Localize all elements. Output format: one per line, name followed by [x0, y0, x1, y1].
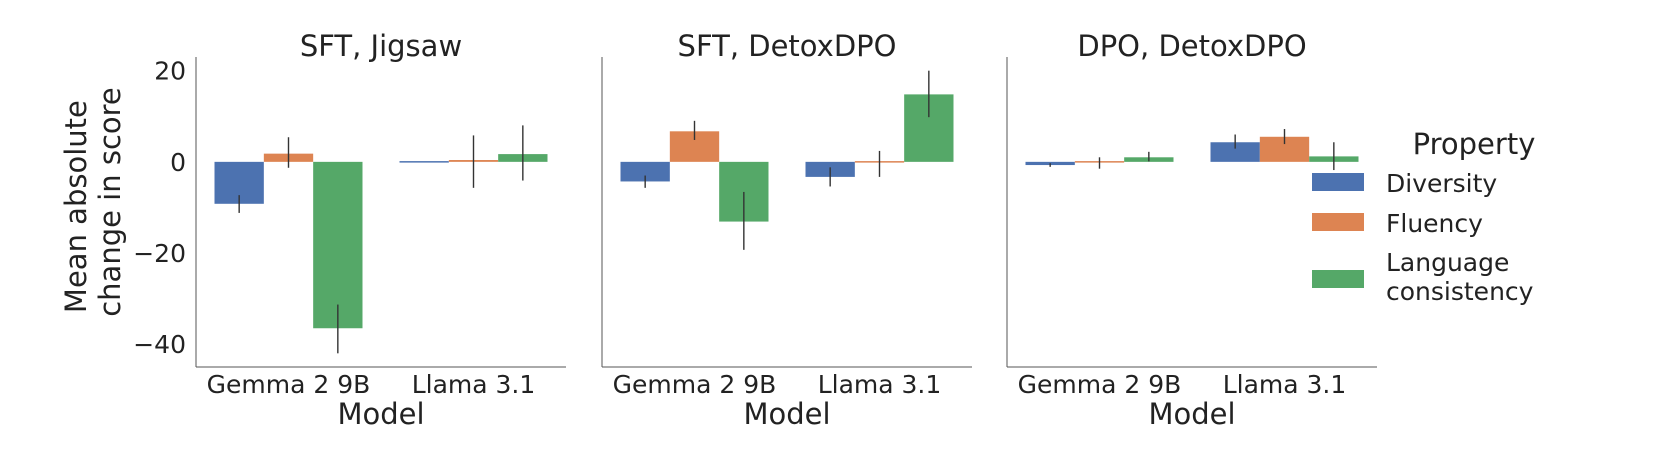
- legend-swatch-fluency: [1312, 213, 1364, 231]
- legend-label-fluency: Fluency: [1386, 209, 1483, 238]
- legend-label-line: Diversity: [1386, 169, 1497, 198]
- x-tick-label: Gemma 2 9B: [207, 370, 371, 399]
- legend-title: Property: [1413, 127, 1536, 161]
- x-tick-label: Llama 3.1: [818, 370, 942, 399]
- y-tick-label: −20: [133, 239, 186, 268]
- legend-label-diversity: Diversity: [1386, 169, 1497, 198]
- legend-label-line: consistency: [1386, 277, 1534, 306]
- y-axis-label-line-2: change in score: [93, 87, 127, 317]
- legend-items: Diversity Fluency Language consistency: [1312, 169, 1534, 306]
- y-tick-label: 20: [154, 57, 186, 86]
- legend: Property Diversity Fluency Language consist…: [1312, 127, 1535, 306]
- legend-swatch-language-consistency: [1312, 270, 1364, 288]
- x-axis-label: Model: [1148, 397, 1235, 431]
- bar-diversity-llama-3-1: [399, 161, 449, 163]
- panel-sft-jigsaw: SFT, Jigsaw 20 0 −20 −40 Gemma 2 9B Llama 3.1M…: [133, 29, 566, 431]
- legend-swatch-diversity: [1312, 173, 1364, 191]
- panel-title: SFT, Jigsaw: [300, 29, 462, 63]
- y-tick-label: 0: [170, 148, 186, 177]
- bar-diversity-llama-3-1: [1210, 142, 1260, 162]
- panel-title: DPO, DetoxDPO: [1077, 29, 1306, 63]
- x-tick-label: Llama 3.1: [412, 370, 536, 399]
- y-axis-label: Mean absolute change in score: [59, 87, 127, 317]
- x-axis-label: Model: [337, 397, 424, 431]
- x-axis-label: Model: [743, 397, 830, 431]
- y-tick-label: −40: [133, 330, 186, 359]
- y-axis-label-line-1: Mean absolute: [59, 100, 93, 313]
- legend-label-language-consistency: Language consistency: [1386, 248, 1534, 306]
- bar-diversity-gemma-2-9b: [620, 161, 670, 182]
- x-tick-label: Gemma 2 9B: [1018, 370, 1182, 399]
- panel-title: SFT, DetoxDPO: [678, 29, 897, 63]
- bar-language-consistency-gemma-2-9b: [313, 161, 363, 329]
- x-tick-label: Llama 3.1: [1223, 370, 1347, 399]
- legend-label-line: Fluency: [1386, 209, 1483, 238]
- legend-label-line: Language: [1386, 248, 1509, 277]
- x-tick-label: Gemma 2 9B: [613, 370, 777, 399]
